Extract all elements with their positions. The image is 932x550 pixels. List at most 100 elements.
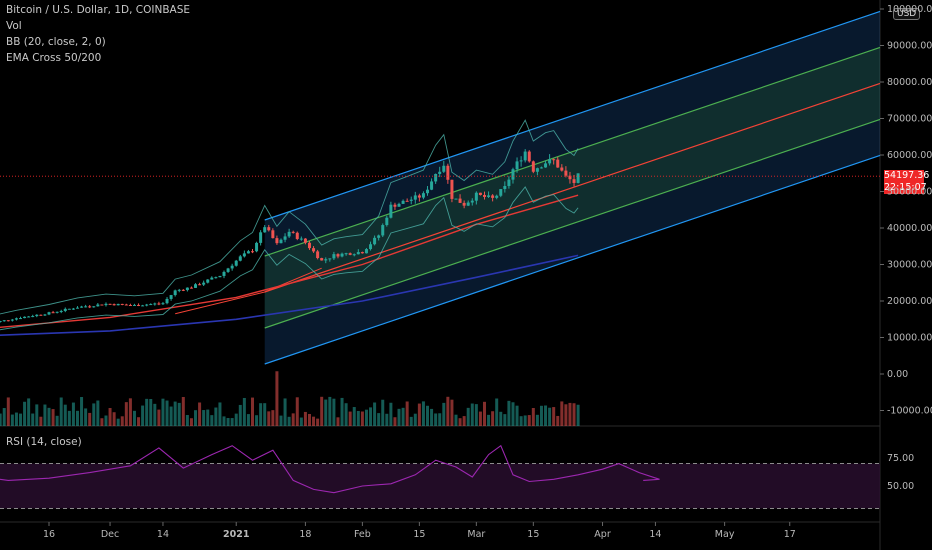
volume-bar	[112, 412, 116, 426]
candle-body	[145, 304, 149, 306]
volume-bar	[80, 397, 84, 426]
volume-bar	[527, 415, 531, 426]
volume-bar	[238, 404, 242, 426]
candle-body	[210, 277, 214, 280]
candle-body	[409, 199, 413, 201]
candle-body	[169, 295, 173, 299]
volume-bar	[202, 410, 206, 426]
y-tick-label: 50000.00	[887, 187, 932, 198]
volume-bar	[267, 411, 271, 426]
x-tick-label: 2021	[223, 529, 249, 540]
indicator-bb[interactable]: BB (20, close, 2, 0)	[6, 36, 106, 48]
candle-body	[271, 230, 275, 239]
candle-body	[14, 318, 18, 320]
volume-bar	[189, 418, 193, 426]
y-tick-label: -10000.00	[887, 406, 932, 417]
volume-bar	[242, 397, 246, 426]
volume-bar	[132, 410, 136, 426]
volume-bar	[531, 408, 535, 426]
candle-body	[340, 253, 344, 257]
volume-bar	[35, 404, 39, 426]
volume-bar	[560, 401, 564, 426]
volume-bar	[23, 401, 27, 426]
candle-body	[222, 271, 226, 276]
volume-bar	[295, 397, 299, 426]
candle-body	[92, 306, 96, 308]
candle-body	[531, 161, 535, 172]
volume-bar	[43, 404, 47, 426]
y-tick-label: 90000.00	[887, 41, 932, 52]
candle-body	[466, 202, 470, 206]
rsi-band	[0, 463, 880, 509]
volume-bar	[283, 398, 287, 426]
volume-bar	[210, 415, 214, 426]
candle-body	[474, 192, 478, 201]
volume-bar	[177, 402, 181, 426]
volume-bar	[401, 407, 405, 426]
candle-body	[576, 173, 580, 183]
candle-body	[194, 284, 198, 288]
volume-bar	[548, 407, 552, 426]
candle-body	[393, 204, 397, 207]
volume-bar	[31, 413, 35, 426]
volume-bar	[169, 406, 173, 426]
volume-bar	[470, 403, 474, 426]
volume-bar	[421, 401, 425, 426]
volume-bar	[507, 400, 511, 426]
volume-bar	[96, 400, 100, 426]
volume-bar	[173, 401, 177, 426]
volume-bar	[299, 417, 303, 426]
candle-body	[80, 306, 84, 308]
volume-bar	[340, 397, 344, 426]
candle-body	[373, 237, 377, 245]
volume-bar	[124, 402, 128, 426]
indicator-vol[interactable]: Vol	[6, 20, 22, 32]
volume-bar	[47, 407, 51, 426]
candle-body	[35, 314, 39, 317]
volume-bar	[515, 405, 519, 426]
candle-body	[352, 254, 356, 256]
pitchfork	[175, 10, 881, 365]
volume-bar	[381, 399, 385, 426]
volume-bar	[568, 402, 572, 426]
volume-bar	[84, 408, 88, 426]
volume-bar	[336, 417, 340, 426]
candle-body	[157, 303, 161, 305]
volume-bar	[291, 413, 295, 426]
volume-bar	[539, 405, 543, 426]
currency-badge[interactable]: USD	[893, 8, 921, 20]
candle-body	[128, 305, 132, 307]
last-price-tag: 54197.36	[884, 170, 930, 182]
volume-bar	[369, 407, 373, 426]
symbol-title[interactable]: Bitcoin / U.S. Dollar, 1D, COINBASE	[6, 4, 191, 16]
volume-bar	[226, 418, 230, 426]
candle-body	[246, 251, 250, 254]
candle-body	[434, 173, 438, 182]
candle-body	[369, 244, 373, 250]
candle-body	[283, 236, 287, 240]
x-tick-label: 14	[649, 529, 661, 540]
candle-body	[291, 231, 295, 233]
candle-body	[108, 303, 112, 305]
volume-bar	[482, 401, 486, 426]
candle-body	[198, 284, 202, 286]
candle-body	[84, 306, 88, 308]
candle-body	[430, 181, 434, 190]
candle-body	[454, 198, 458, 200]
candle-body	[336, 254, 340, 257]
volume-bar	[413, 413, 417, 426]
candle-body	[263, 227, 267, 233]
volume-bar	[263, 403, 267, 426]
candle-body	[405, 200, 409, 202]
ema50-line	[0, 194, 579, 329]
volume-bar	[137, 417, 141, 426]
rsi-legend[interactable]: RSI (14, close)	[6, 436, 82, 448]
y-tick-label: 70000.00	[887, 114, 932, 125]
volume-bar	[149, 399, 153, 426]
volume-bar	[389, 402, 393, 426]
volume-bar	[478, 411, 482, 426]
indicator-ema-cross[interactable]: EMA Cross 50/200	[6, 52, 102, 64]
candle-body	[564, 170, 568, 176]
volume-bar	[27, 398, 31, 426]
